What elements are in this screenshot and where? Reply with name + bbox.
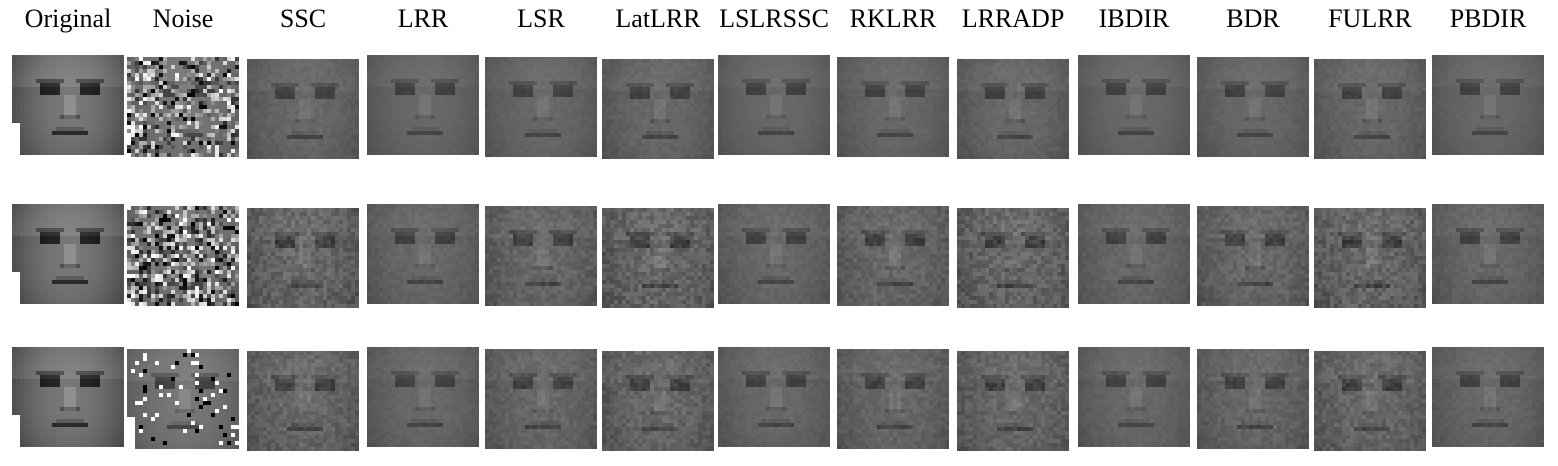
face-image-latlrr-row-3	[602, 351, 714, 451]
column-header-latlrr: LatLRR	[615, 4, 701, 33]
face-image-noise-row-3	[127, 349, 239, 449]
face-image-ibdir-row-3	[1078, 347, 1190, 447]
face-image-lrr-row-3	[367, 347, 479, 447]
face-image-rklrr-row-3	[837, 349, 949, 449]
face-image-rklrr-row-2	[837, 206, 949, 306]
face-image-pbdir-row-2	[1432, 204, 1544, 304]
face-pixels	[957, 208, 1069, 308]
face-image-ssc-row-3	[247, 351, 359, 451]
column-header-noise: Noise	[152, 4, 214, 33]
face-pixels	[718, 347, 830, 447]
face-pixels	[485, 349, 597, 449]
face-pixels	[957, 351, 1069, 451]
column-header-rklrr: RKLRR	[849, 4, 937, 33]
face-pixels	[1432, 204, 1544, 304]
face-pixels	[247, 351, 359, 451]
face-pixels	[1432, 55, 1544, 155]
face-pixels	[957, 59, 1069, 159]
face-pixels	[1078, 347, 1190, 447]
face-pixels	[367, 347, 479, 447]
face-image-lrr-row-2	[367, 204, 479, 304]
face-pixels	[718, 204, 830, 304]
column-header-lslrssc: LSLRSSC	[719, 4, 829, 33]
face-pixels	[1078, 55, 1190, 155]
face-pixels	[127, 349, 239, 449]
face-image-lrradp-row-1	[957, 59, 1069, 159]
column-header-fulrr: FULRR	[1328, 4, 1412, 33]
face-image-bdr-row-2	[1197, 206, 1309, 306]
column-header-bdr: BDR	[1226, 4, 1280, 33]
face-pixels	[485, 206, 597, 306]
face-image-ssc-row-1	[247, 59, 359, 159]
face-image-fulrr-row-2	[1314, 208, 1426, 308]
column-header-lsr: LSR	[517, 4, 565, 33]
face-pixels	[1314, 351, 1426, 451]
face-image-fulrr-row-3	[1314, 351, 1426, 451]
face-image-fulrr-row-1	[1314, 59, 1426, 159]
face-image-latlrr-row-2	[602, 208, 714, 308]
column-header-ssc: SSC	[279, 4, 327, 33]
face-image-bdr-row-3	[1197, 349, 1309, 449]
face-image-ssc-row-2	[247, 208, 359, 308]
face-image-lrradp-row-3	[957, 351, 1069, 451]
face-pixels	[1314, 208, 1426, 308]
face-pixels	[718, 55, 830, 155]
face-image-original-row-3	[12, 347, 124, 447]
face-pixels	[12, 204, 124, 304]
face-pixels	[602, 59, 714, 159]
face-image-ibdir-row-1	[1078, 55, 1190, 155]
face-image-lsr-row-1	[485, 57, 597, 157]
face-pixels	[1078, 204, 1190, 304]
face-image-lslrssc-row-1	[718, 55, 830, 155]
face-pixels	[247, 59, 359, 159]
face-pixels	[837, 57, 949, 157]
face-image-lrradp-row-2	[957, 208, 1069, 308]
face-pixels	[12, 347, 124, 447]
face-image-bdr-row-1	[1197, 57, 1309, 157]
face-image-noise-row-1	[127, 57, 239, 157]
column-header-pbdir: PBDIR	[1449, 4, 1527, 33]
face-pixels	[127, 206, 239, 306]
face-image-original-row-2	[12, 204, 124, 304]
face-image-latlrr-row-1	[602, 59, 714, 159]
face-pixels	[485, 57, 597, 157]
face-pixels	[12, 55, 124, 155]
face-pixels	[247, 208, 359, 308]
face-pixels	[1197, 57, 1309, 157]
face-pixels	[602, 208, 714, 308]
face-image-noise-row-2	[127, 206, 239, 306]
column-header-lrradp: LRRADP	[961, 4, 1065, 33]
face-pixels	[367, 204, 479, 304]
column-header-ibdir: IBDIR	[1098, 4, 1170, 33]
face-image-pbdir-row-3	[1432, 347, 1544, 447]
face-image-lsr-row-2	[485, 206, 597, 306]
face-pixels	[127, 57, 239, 157]
face-image-lsr-row-3	[485, 349, 597, 449]
face-pixels	[602, 351, 714, 451]
face-image-rklrr-row-1	[837, 57, 949, 157]
face-pixels	[1197, 349, 1309, 449]
column-header-lrr: LRR	[397, 4, 449, 33]
face-image-lrr-row-1	[367, 55, 479, 155]
face-pixels	[1197, 206, 1309, 306]
face-image-lslrssc-row-2	[718, 204, 830, 304]
face-image-original-row-1	[12, 55, 124, 155]
face-pixels	[837, 349, 949, 449]
face-pixels	[367, 55, 479, 155]
face-image-lslrssc-row-3	[718, 347, 830, 447]
face-pixels	[1432, 347, 1544, 447]
face-pixels	[1314, 59, 1426, 159]
column-header-original: Original	[24, 4, 112, 33]
face-image-ibdir-row-2	[1078, 204, 1190, 304]
face-pixels	[837, 206, 949, 306]
face-image-pbdir-row-1	[1432, 55, 1544, 155]
